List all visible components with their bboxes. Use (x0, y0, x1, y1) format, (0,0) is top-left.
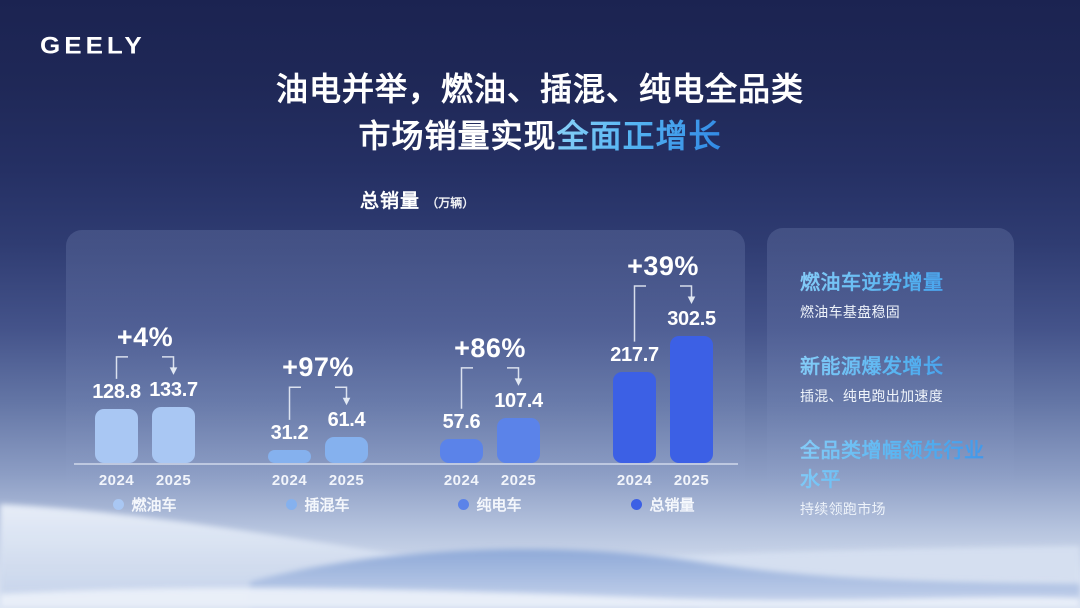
sales-chart-panel: 128.8 2024 133.7 2025 +4% 燃油车 31.2 2024 61.4 2025… (66, 230, 745, 514)
growth-bracket (633, 285, 696, 342)
title-line-2: 市场销量实现全面正增长 (0, 113, 1080, 160)
legend-item: 总销量 (593, 494, 733, 514)
legend-text: 插混车 (304, 496, 350, 514)
highlight-subtext: 插混、纯电跑出加速度 (800, 388, 943, 404)
title-line-1: 油电并举，燃油、插混、纯电全品类 (275, 71, 804, 107)
chart-title: 总销量 （万辆） (360, 186, 474, 213)
legend-dot-icon (458, 498, 470, 510)
highlight-heading: 新能源爆发增长 (800, 350, 994, 379)
legend-dot-icon (631, 498, 643, 510)
chart-title-unit: （万辆） (426, 196, 475, 210)
bar-2024 (268, 449, 311, 463)
highlight-item-2: 新能源爆发增长 插混、纯电跑出加速度 (800, 350, 994, 406)
year-label: 2025 (155, 472, 192, 489)
bar-value: 61.4 (327, 409, 366, 432)
highlight-subtext: 持续领跑市场 (800, 501, 886, 517)
bar-2025 (497, 417, 540, 463)
year-label: 2024 (616, 472, 653, 489)
title-highlight: 全面正增长 (556, 118, 722, 154)
bar-value: 107.4 (494, 389, 543, 412)
highlight-heading: 燃油车逆势增量 (800, 266, 994, 295)
bar-value: 57.6 (442, 410, 481, 433)
bar-2024 (440, 438, 483, 463)
bar-2025 (325, 437, 368, 463)
year-label: 2024 (271, 472, 308, 489)
chart-group-3: 57.6 2024 107.4 2025 +86% 纯电车 (440, 230, 543, 514)
bar-value: 128.8 (92, 380, 141, 403)
legend-dot-icon (113, 498, 125, 510)
legend-dot-icon (286, 498, 298, 510)
bar-2025 (670, 336, 713, 463)
year-label: 2025 (328, 472, 365, 489)
growth-bracket (288, 386, 351, 420)
highlights-panel: 燃油车逆势增量 燃油车基盘稳固 新能源爆发增长 插混、纯电跑出加速度 全品类增幅… (767, 228, 1014, 517)
growth-label: +86% (454, 332, 526, 363)
highlight-item-1: 燃油车逆势增量 燃油车基盘稳固 (800, 266, 994, 322)
growth-label: +4% (116, 321, 174, 352)
bar-value: 133.7 (149, 378, 198, 401)
year-label: 2024 (443, 472, 480, 489)
legend-text: 燃油车 (131, 496, 177, 514)
wave-background (0, 504, 1080, 608)
year-label: 2025 (673, 472, 710, 489)
title-line-2-prefix: 市场销量实现 (358, 118, 557, 154)
growth-bracket (460, 367, 523, 409)
growth-label: +97% (282, 352, 354, 383)
bar-2024 (95, 408, 138, 463)
chart-group-1: 128.8 2024 133.7 2025 +4% 燃油车 (92, 230, 198, 514)
highlight-heading: 全品类增幅领先行业水平 (800, 434, 994, 492)
legend-item: 插混车 (248, 494, 388, 514)
legend-text: 纯电车 (476, 496, 522, 514)
bar-2025 (152, 406, 195, 463)
geely-logo: GEELY (40, 31, 146, 59)
x-axis-line (74, 463, 738, 465)
chart-group-2: 31.2 2024 61.4 2025 +97% 插混车 (268, 230, 368, 514)
legend-text: 总销量 (649, 496, 695, 514)
growth-label: +39% (627, 250, 699, 281)
bar-value: 302.5 (667, 307, 716, 330)
slide-title: 油电并举，燃油、插混、纯电全品类 市场销量实现全面正增长 (0, 66, 1080, 160)
year-label: 2024 (98, 472, 135, 489)
chart-title-text: 总销量 (360, 191, 421, 212)
bar-value: 31.2 (270, 421, 309, 444)
growth-bracket (115, 356, 178, 379)
highlight-subtext: 燃油车基盘稳固 (800, 304, 901, 320)
chart-group-4: 217.7 2024 302.5 2025 +39% 总销量 (610, 230, 716, 514)
year-label: 2025 (500, 472, 537, 489)
bar-value: 217.7 (610, 343, 659, 366)
legend-item: 纯电车 (420, 494, 560, 514)
bar-2024 (613, 371, 656, 463)
legend-item: 燃油车 (75, 494, 215, 514)
highlight-item-3: 全品类增幅领先行业水平 持续领跑市场 (800, 434, 994, 519)
